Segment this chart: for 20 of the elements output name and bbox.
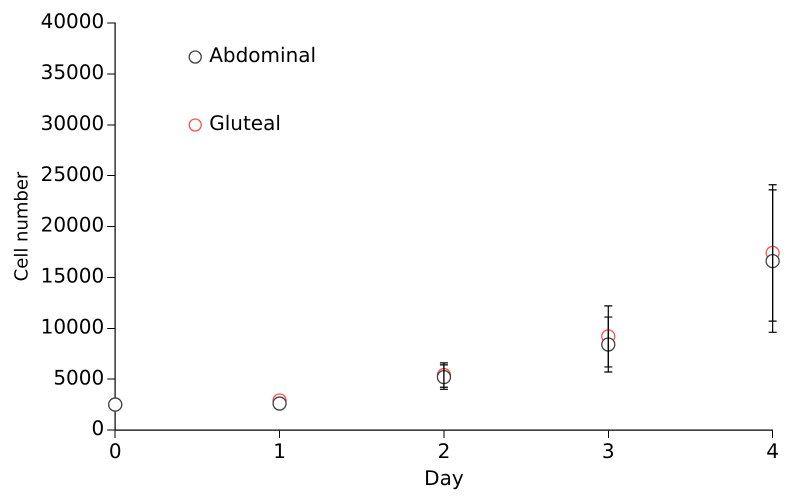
y-tick-label: 20000 <box>40 212 104 237</box>
x-tick-label: 0 <box>108 439 122 464</box>
legend-label: Gluteal <box>209 111 281 136</box>
y-tick-label: 30000 <box>40 110 104 135</box>
y-axis-title: Cell number <box>11 171 32 282</box>
y-tick-label: 0 <box>91 416 104 440</box>
y-tick-label: 10000 <box>40 314 104 338</box>
x-tick-label: 3 <box>602 439 615 464</box>
y-tick-label: 25000 <box>40 162 104 186</box>
point <box>765 254 780 268</box>
y-tick-label: 5000 <box>53 365 104 390</box>
x-axis-title: Day <box>424 466 464 490</box>
x-tick-label: 2 <box>438 439 450 464</box>
y-tick-label: 15000 <box>40 264 104 288</box>
point <box>272 396 287 411</box>
y-tick-label: 40000 <box>40 9 104 34</box>
legend-label: Abdominal <box>209 43 316 68</box>
y-tick-label: 35000 <box>40 60 104 84</box>
x-tick-label: 1 <box>273 439 286 464</box>
x-tick-label: 4 <box>766 439 780 464</box>
